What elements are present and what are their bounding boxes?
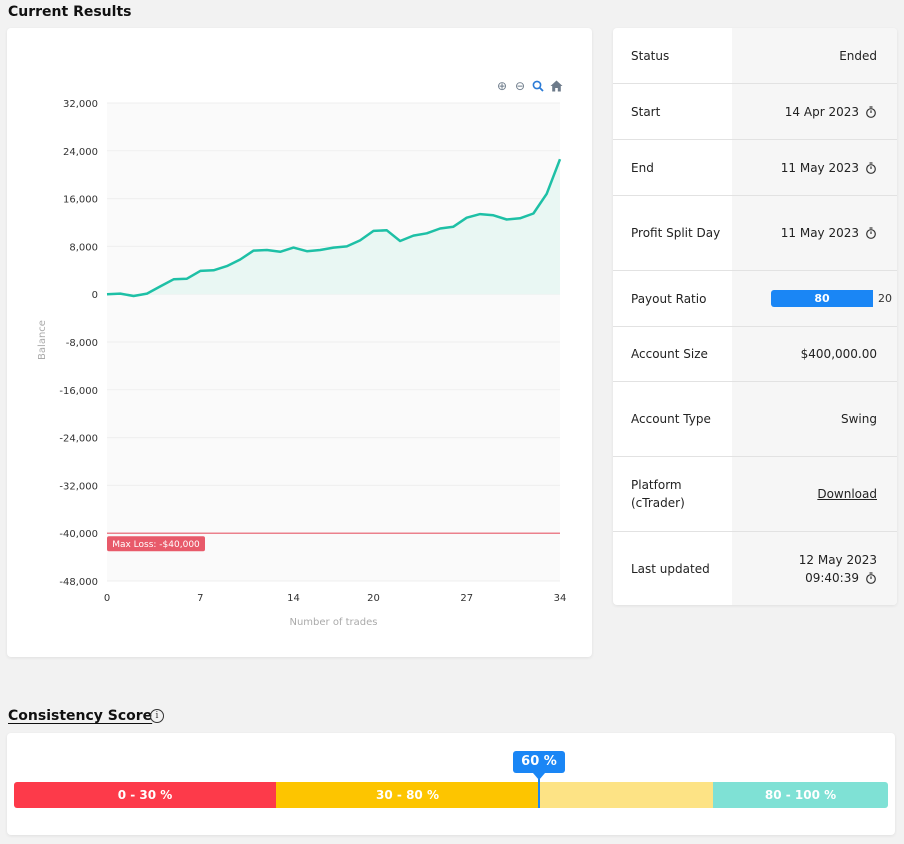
score-pointer <box>533 773 545 780</box>
x-tick-label: 34 <box>554 593 567 604</box>
home-icon[interactable] <box>550 80 563 92</box>
last-updated-label: Last updated <box>631 561 710 576</box>
account-type-label: Account Type <box>631 412 711 426</box>
segment-mid-remaining <box>539 782 713 808</box>
zoom-in-icon[interactable]: ⊕ <box>496 79 508 93</box>
start-value: 14 Apr 2023 <box>784 104 859 119</box>
account-type-row: Account Type Swing <box>613 382 897 457</box>
account-type-value: Swing <box>841 412 877 426</box>
last-updated-time: 09:40:39 <box>805 570 859 585</box>
end-label: End <box>631 160 654 175</box>
account-size-row: Account Size $400,000.00 <box>613 327 897 382</box>
stopwatch-icon <box>866 572 876 584</box>
payout-trader-share: 80 <box>771 290 873 307</box>
chart-toolbar: ⊕ ⊖ <box>496 79 563 93</box>
status-row: Status Ended <box>613 28 897 84</box>
y-tick-label: -48,000 <box>59 577 98 588</box>
y-tick-label: -16,000 <box>59 386 98 397</box>
segment-high: 80 - 100 % <box>713 782 888 808</box>
last-updated-row: Last updated 12 May 2023 09:40:39 <box>613 532 897 605</box>
profit-split-row: Profit Split Day 11 May 2023 <box>613 196 897 271</box>
consistency-card: 0 - 30 % 30 - 80 % 80 - 100 % 60 % <box>7 733 895 835</box>
y-tick-label: -40,000 <box>59 529 98 540</box>
end-row: End 11 May 2023 <box>613 140 897 196</box>
consistency-scale: 0 - 30 % 30 - 80 % 80 - 100 % <box>14 782 888 808</box>
stopwatch-icon <box>866 161 876 174</box>
profit-split-value: 11 May 2023 <box>780 226 859 240</box>
info-icon[interactable]: i <box>150 709 164 723</box>
download-link[interactable]: Download <box>817 487 877 501</box>
account-size-label: Account Size <box>631 347 708 361</box>
balance-chart-card: 32,000 24,000 16,000 8,000 0 -8,000 -16,000 -24… <box>7 28 592 657</box>
balance-line <box>106 158 562 298</box>
payout-firm-share: 20 <box>873 290 897 307</box>
y-tick-label: -32,000 <box>59 481 98 492</box>
start-row: Start 14 Apr 2023 <box>613 84 897 140</box>
x-tick-label: 20 <box>367 593 380 604</box>
zoom-select-icon[interactable] <box>532 80 544 92</box>
y-tick-label: 0 <box>92 290 98 301</box>
x-tick-label: 7 <box>197 593 203 604</box>
max-loss-label: Max Loss: -$40,000 <box>112 540 200 550</box>
payout-ratio-row: Payout Ratio 80 20 <box>613 271 897 327</box>
stopwatch-icon <box>866 227 876 239</box>
x-tick-label: 0 <box>104 593 110 604</box>
payout-ratio-label: Payout Ratio <box>631 291 707 306</box>
max-loss-badge <box>107 536 205 552</box>
y-tick-label: 16,000 <box>63 195 98 206</box>
y-tick-label: -24,000 <box>59 434 98 445</box>
score-badge: 60 % <box>513 751 565 773</box>
y-tick-label: 32,000 <box>63 99 98 110</box>
x-tick-label: 27 <box>460 593 473 604</box>
x-tick-label: 14 <box>287 593 300 604</box>
zoom-out-icon[interactable]: ⊖ <box>514 79 526 93</box>
segment-low: 0 - 30 % <box>14 782 276 808</box>
segment-mid-filled: 30 - 80 % <box>276 782 539 808</box>
start-label: Start <box>631 104 661 119</box>
x-axis-label: Number of trades <box>289 617 377 628</box>
balance-chart: 32,000 24,000 16,000 8,000 0 -8,000 -16,000 -24… <box>37 99 567 628</box>
platform-row: Platform (cTrader) Download <box>613 457 897 532</box>
account-info-card: Status Ended Start 14 Apr 2023 End 11 Ma… <box>613 28 897 605</box>
y-axis-label: Balance <box>37 320 48 360</box>
stopwatch-icon <box>866 105 876 118</box>
score-marker-line <box>538 779 540 808</box>
platform-label: Platform (cTrader) <box>631 478 685 510</box>
status-value: Ended <box>839 48 877 63</box>
y-tick-label: 8,000 <box>69 242 98 253</box>
page-title: Current Results <box>8 4 132 20</box>
profit-split-label: Profit Split Day <box>631 226 721 240</box>
payout-ratio-bar: 80 20 <box>732 290 897 307</box>
consistency-score-title[interactable]: Consistency Score <box>8 708 153 724</box>
y-tick-label: -8,000 <box>66 338 98 349</box>
end-value: 11 May 2023 <box>780 160 859 175</box>
y-tick-label: 24,000 <box>63 147 98 158</box>
status-label: Status <box>631 48 670 63</box>
balance-area <box>107 159 560 296</box>
last-updated-date: 12 May 2023 <box>798 552 877 567</box>
account-size-value: $400,000.00 <box>800 347 877 361</box>
